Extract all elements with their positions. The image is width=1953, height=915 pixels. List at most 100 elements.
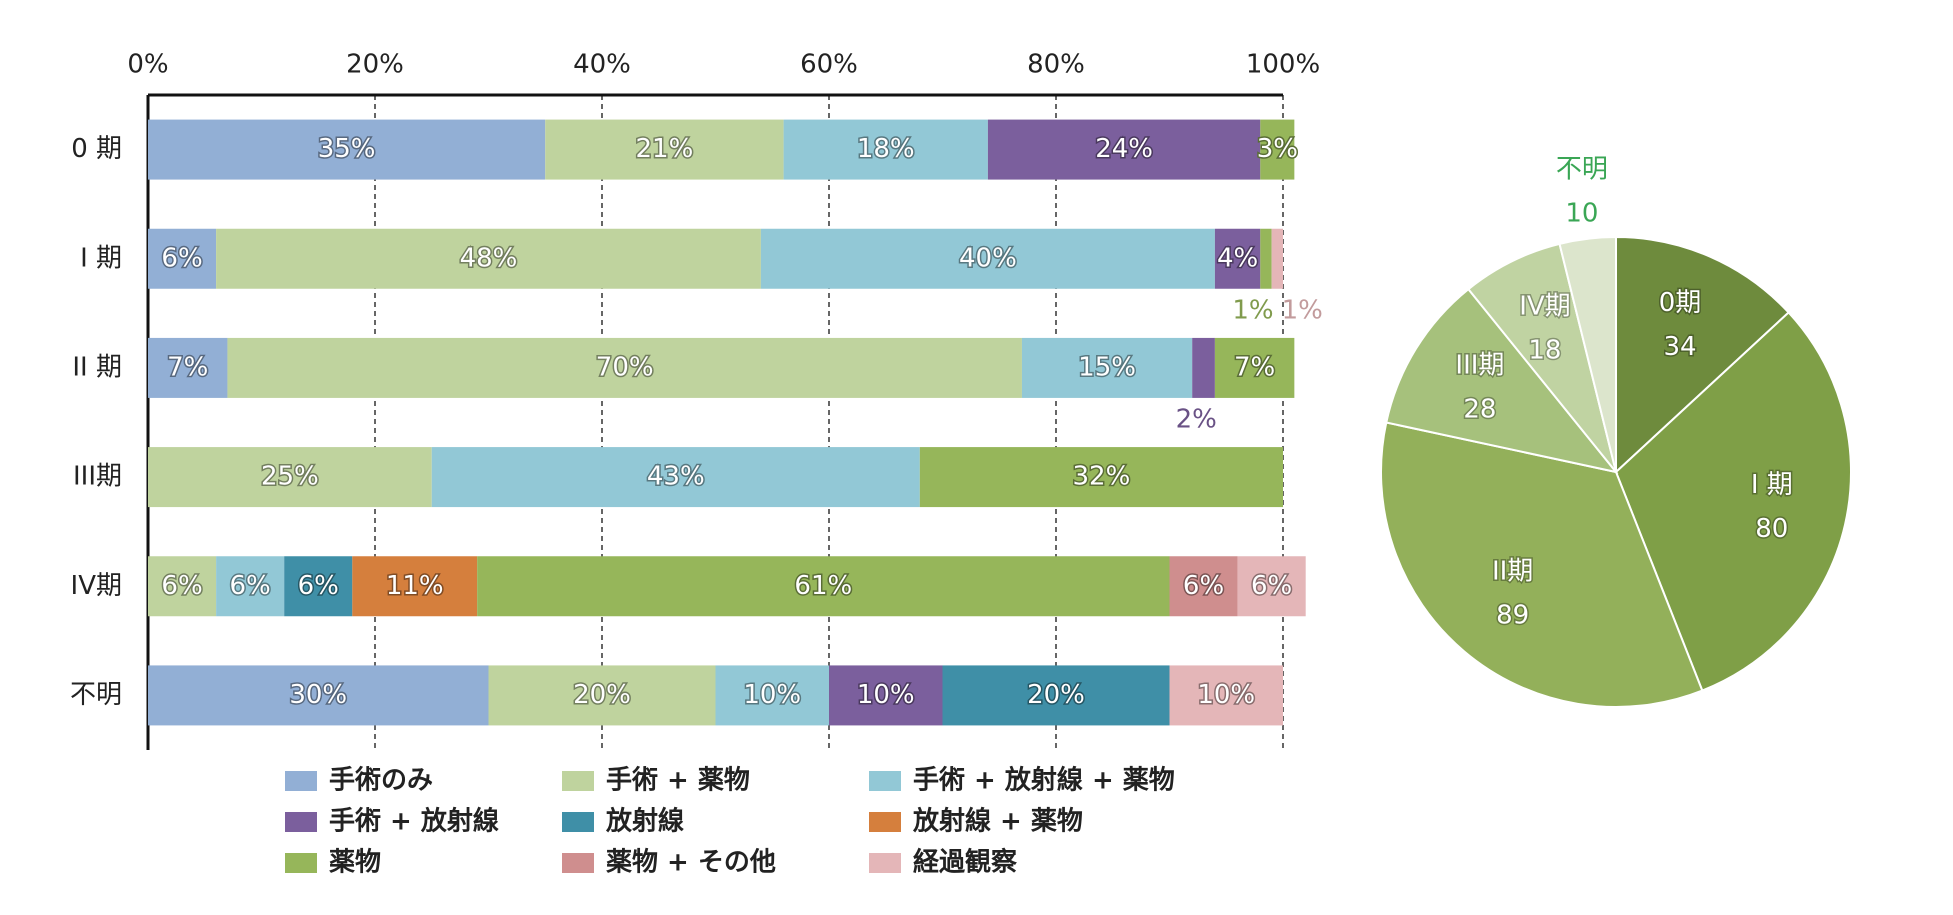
category-label: 不明 [70,680,122,710]
x-tick-label: 20% [346,50,404,80]
legend-swatch [562,812,594,832]
bar-segment [477,556,1170,617]
legend-swatch [869,812,901,832]
x-tick-label: 100% [1246,50,1320,80]
bar-segment [1169,556,1238,617]
legend-label: 薬物 + その他 [606,848,776,878]
value-label: 6% [1251,571,1292,601]
bar-segment [1214,228,1261,289]
bar-segment [216,228,761,289]
legend-label: 薬物 [329,848,381,878]
pie-value: 18 [1528,335,1561,365]
value-label: 20% [573,680,631,710]
bar-segment [488,665,716,726]
value-label: 11% [386,571,444,601]
x-tick-label: 80% [1027,50,1085,80]
legend-swatch [562,853,594,873]
pie-slice [1614,311,1852,692]
pie-value: 10 [1565,199,1598,229]
bar-segment [942,665,1170,726]
category-label: I 期 [80,243,122,273]
value-label: 6% [161,571,202,601]
bar-segment [148,228,217,289]
legend-label: 手術のみ [329,766,433,796]
bar-segment [1271,228,1283,289]
value-label: 10% [743,680,801,710]
bar-segment [760,228,1215,289]
legend-label: 経過観察 [913,847,1018,878]
value-label: 15% [1078,352,1136,382]
value-label: 1% [1232,295,1273,325]
bar-segment [352,556,478,617]
legend-swatch [869,771,901,791]
pie-label: II期 [1492,556,1533,586]
value-label: 6% [1183,571,1224,601]
value-label: 30% [289,680,347,710]
value-label: 24% [1095,134,1153,164]
value-label: 43% [647,462,705,492]
pie-value: 80 [1755,514,1788,544]
legend-swatch [285,812,317,832]
legend-swatch [562,771,594,791]
bar-segment [431,447,920,508]
bar-segment [148,119,546,180]
category-label: III期 [73,462,122,492]
x-tick-label: 60% [800,50,858,80]
value-label: 20% [1027,680,1085,710]
bar-segment [783,119,988,180]
pie-slice [1379,421,1704,709]
value-label: 1% [1282,295,1323,325]
pie-slice [1385,287,1619,474]
pie-value: 34 [1664,332,1697,362]
bar-segment [1260,228,1272,289]
value-label: 61% [794,571,852,601]
x-tick-label: 40% [573,50,631,80]
legend-label: 手術 + 薬物 [606,766,750,796]
value-label: 21% [636,134,694,164]
value-label: 6% [161,243,202,273]
bar-segment [919,447,1283,508]
bar-segment [1214,337,1295,398]
legend-label: 手術 + 放射線 [329,806,499,837]
bar-segment [1192,337,1215,398]
value-label: 4% [1217,243,1258,273]
value-label: 32% [1073,462,1131,492]
value-label: 6% [230,571,271,601]
value-label: 10% [857,680,915,710]
legend-label: 放射線 + 薬物 [912,806,1083,837]
value-label: 3% [1257,134,1298,164]
bar-segment [1021,337,1193,398]
pie-value: 89 [1496,600,1529,630]
bar-segment [987,119,1261,180]
legend-swatch [285,853,317,873]
bar-segment [1169,665,1283,726]
pie-label: III期 [1455,351,1504,381]
bar-segment [216,556,285,617]
legend-label: 手術 + 放射線 + 薬物 [913,765,1175,796]
value-label: 48% [460,243,518,273]
pie-label: 不明 [1556,155,1608,185]
value-label: 7% [167,352,208,382]
legend-label: 放射線 [605,806,684,837]
pie-slice [1615,235,1791,475]
category-label: 0 期 [71,134,122,164]
pie-label: 0期 [1659,288,1702,318]
bar-segment [284,556,353,617]
bar-segment [1237,556,1306,617]
bar-segment [715,665,829,726]
pie-label: I 期 [1751,470,1793,500]
value-label: 6% [298,571,339,601]
pie-slice [1466,242,1617,473]
value-label: 10% [1197,680,1255,710]
bar-segment [1260,119,1295,180]
pie-slice [1558,235,1617,473]
value-label: 18% [857,134,915,164]
legend-swatch [285,771,317,791]
x-tick-label: 0% [127,50,168,80]
value-label: 7% [1234,352,1275,382]
legend-swatch [869,853,901,873]
value-label: 70% [596,352,654,382]
value-label: 40% [959,243,1017,273]
pie-value: 28 [1463,395,1496,425]
